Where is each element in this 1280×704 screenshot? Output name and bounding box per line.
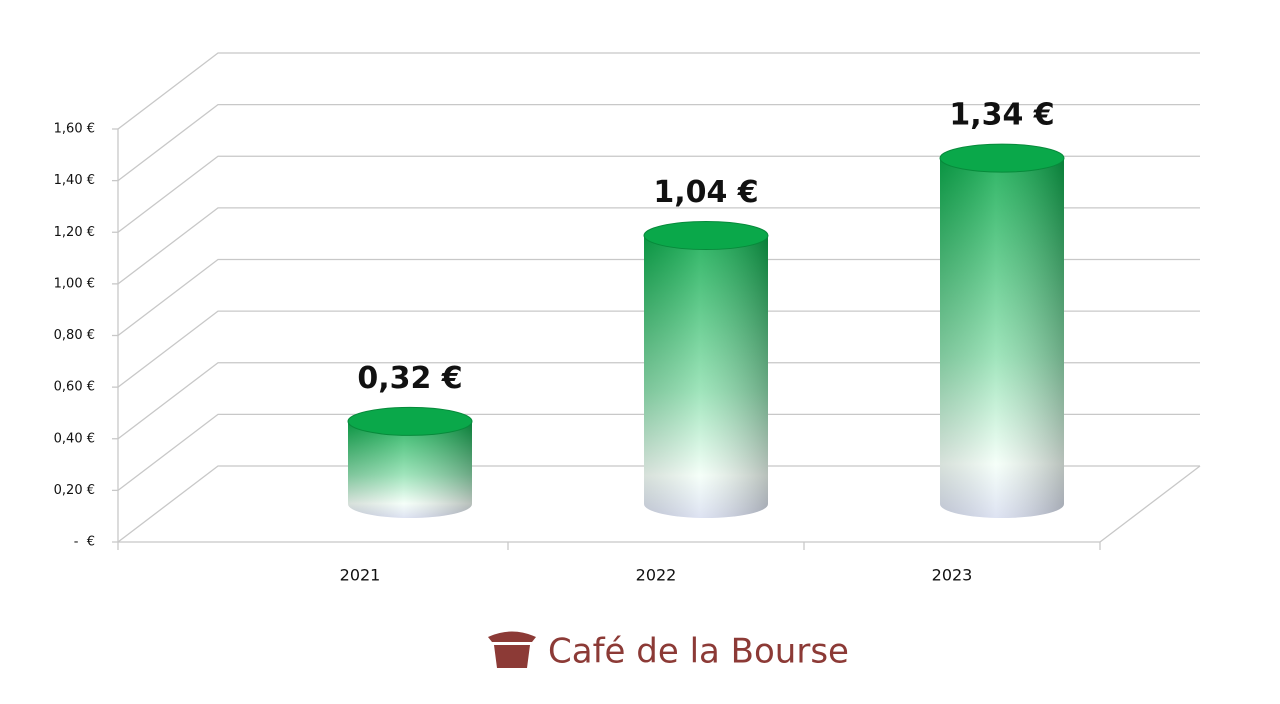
bar-shade (644, 235, 768, 519)
brand: Café de la Bourse (548, 632, 849, 672)
value-label: 0,32 € (357, 361, 462, 396)
y-tick-label: 1,40 € (54, 173, 95, 188)
x-tick-label: 2021 (340, 566, 381, 585)
y-tick-label: 0,20 € (54, 483, 95, 498)
y-tick-label: 1,60 € (54, 122, 95, 137)
value-label: 1,34 € (949, 98, 1054, 133)
bar-top (939, 143, 1065, 173)
floor-edge (1099, 465, 1201, 543)
y-tick-label: 1,00 € (54, 276, 95, 291)
grid-line (117, 258, 1200, 337)
grid-line (117, 155, 1200, 233)
logo-icon (488, 631, 536, 668)
grid-line (117, 310, 1200, 388)
grid-line (117, 413, 1200, 491)
grid-line (117, 207, 1200, 285)
grid-line (117, 465, 1200, 543)
y-tick-label: 0,80 € (54, 328, 95, 343)
y-tick-label: 0,40 € (54, 431, 95, 446)
logo: Café de la Bourse (488, 631, 849, 672)
bar-shade (940, 158, 1064, 518)
bar-top (643, 221, 769, 251)
x-tick-label: 2022 (636, 566, 677, 585)
grid-line (117, 103, 1200, 182)
bar-top (347, 406, 473, 436)
y-tick-label: 0,60 € (54, 380, 95, 395)
y-tick-label: 1,20 € (54, 225, 95, 240)
x-tick-label: 2023 (932, 566, 973, 585)
bar-shade (348, 421, 472, 518)
grid-line (117, 52, 1200, 130)
y-tick-label: - € (74, 535, 95, 550)
grid-line (117, 362, 1200, 440)
value-label: 1,04 € (653, 175, 758, 210)
